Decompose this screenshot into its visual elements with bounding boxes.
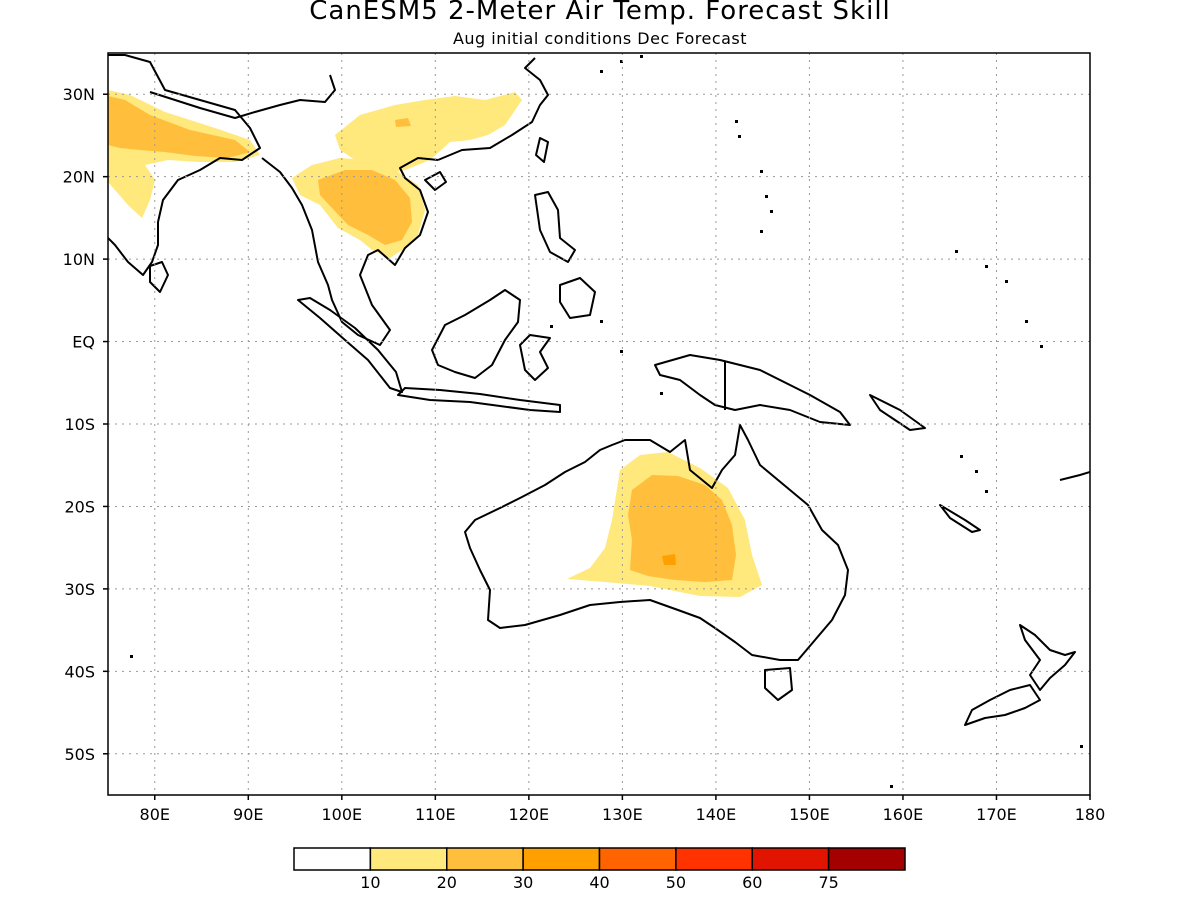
- coast-nz-south: [964, 684, 1041, 726]
- coast-mindanao: [559, 277, 596, 319]
- coast-australia: [464, 424, 849, 661]
- skill-region-australia-core: [628, 475, 736, 582]
- skill-region-india-core: [108, 96, 250, 158]
- coast-china: [437, 57, 549, 161]
- y-tick-label: EQ: [72, 333, 95, 352]
- colorbar-label: 10: [360, 873, 380, 892]
- x-tick-label: 110E: [415, 805, 456, 824]
- coast-sulawesi: [519, 334, 551, 381]
- coast-sri-lanka: [149, 261, 169, 293]
- y-tick-label: 20N: [63, 168, 95, 187]
- colorbar-swatch: [598, 847, 677, 871]
- coast-sumatra: [297, 297, 403, 393]
- x-tick-label: 160E: [883, 805, 924, 824]
- colorbar-label: 40: [589, 873, 609, 892]
- map-grid: [108, 53, 1091, 795]
- y-tick-label: 50S: [64, 745, 95, 764]
- coast-myanmar-thai: [261, 157, 439, 346]
- coast-taiwan: [535, 137, 549, 163]
- colorbar-label: 20: [437, 873, 457, 892]
- colorbar-label: 50: [666, 873, 686, 892]
- axis-ticks: 80E 90E 100E 110E 120E 130E 140E 150E 160E 170E 18…: [63, 85, 1106, 824]
- islands: [130, 55, 1083, 788]
- map-plot-area: [108, 54, 1090, 788]
- coast-hainan: [424, 171, 447, 191]
- y-tick-label: 30N: [63, 85, 95, 104]
- x-tick-label: 140E: [696, 805, 737, 824]
- coast-solomons: [869, 394, 926, 431]
- colorbar-swatch: [293, 847, 372, 871]
- colorbar-label: 75: [818, 873, 838, 892]
- colorbar-label: 30: [513, 873, 533, 892]
- x-tick-label: 100E: [321, 805, 362, 824]
- colorbar-swatch: [751, 847, 830, 871]
- coast-tasmania: [764, 667, 793, 701]
- colorbar-swatch: [827, 847, 906, 871]
- coast-new-caledonia: [939, 504, 981, 533]
- x-tick-label: 80E: [140, 805, 170, 824]
- coast-java: [397, 387, 561, 413]
- x-tick-label: 150E: [789, 805, 830, 824]
- skill-region-australia-spot: [662, 554, 676, 565]
- colorbar: 10 20 30 40 50 60 75: [293, 847, 906, 892]
- skill-region-indochina-core: [318, 170, 412, 245]
- coast-nz-north: [1019, 624, 1076, 691]
- coast-india: [108, 54, 261, 276]
- coast-new-guinea: [654, 354, 851, 426]
- y-tick-label: 10N: [63, 250, 95, 269]
- x-tick-label: 170E: [976, 805, 1017, 824]
- skill-region-china-spot: [395, 118, 411, 127]
- colorbar-swatch: [675, 847, 753, 871]
- colorbar-swatch: [522, 847, 601, 871]
- coast-himalaya-border: [149, 74, 336, 119]
- y-tick-label: 20S: [64, 497, 95, 516]
- map-subtitle: Aug initial conditions Dec Forecast: [452, 29, 748, 48]
- coast-fiji: [1059, 471, 1090, 481]
- colorbar-label: 60: [742, 873, 762, 892]
- coast-luzon: [534, 191, 576, 263]
- map-title: CanESM5 2-Meter Air Temp. Forecast Skill: [309, 0, 891, 26]
- y-tick-label: 40S: [64, 662, 95, 681]
- x-tick-label: 180: [1075, 805, 1106, 824]
- x-tick-label: 90E: [233, 805, 263, 824]
- x-tick-label: 120E: [509, 805, 550, 824]
- coast-borneo: [431, 289, 521, 379]
- coastlines: [108, 54, 1090, 726]
- colorbar-swatch: [369, 847, 448, 871]
- y-tick-label: 10S: [64, 415, 95, 434]
- y-tick-label: 30S: [64, 580, 95, 599]
- skill-region-china: [335, 92, 522, 175]
- colorbar-swatch: [446, 847, 524, 871]
- x-tick-label: 130E: [602, 805, 643, 824]
